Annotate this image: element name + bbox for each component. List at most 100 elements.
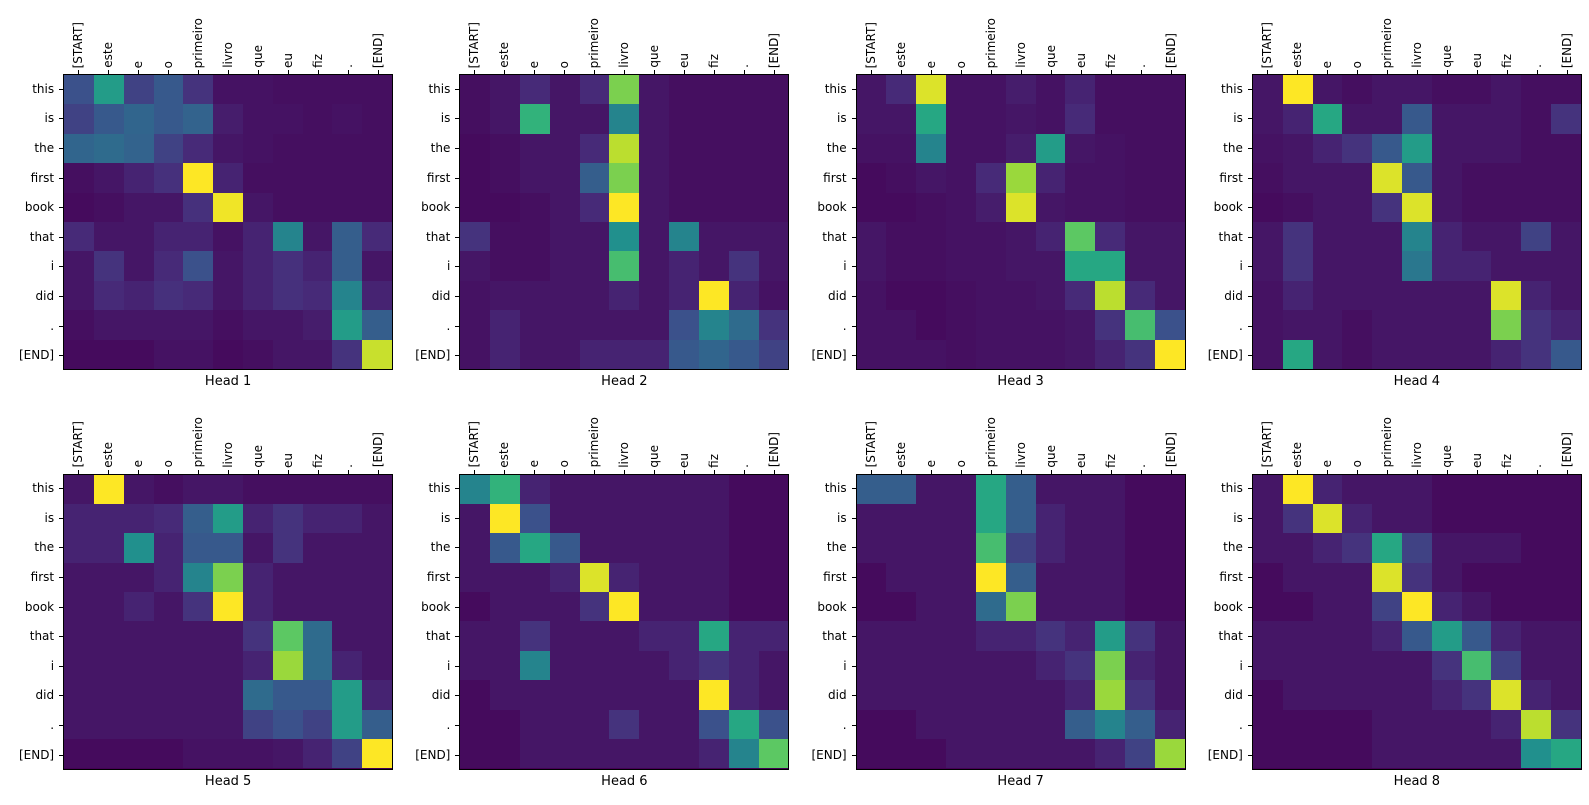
heatmap-cell xyxy=(1282,592,1313,622)
heatmap-cell xyxy=(1342,163,1373,193)
y-tick-label: the xyxy=(7,133,64,163)
y-axis-left: this is the first book that i did. [END] xyxy=(403,74,460,370)
heatmap-cell xyxy=(1342,562,1373,593)
heatmap-cell xyxy=(1252,339,1283,369)
x-tick-label: este xyxy=(893,42,908,68)
heatmap-cell xyxy=(520,339,550,369)
heatmap-cell xyxy=(639,474,670,504)
x-tick: este xyxy=(886,408,916,474)
heatmap-cell xyxy=(460,650,491,681)
heatmap-cell xyxy=(490,133,520,164)
heatmap-cell xyxy=(1095,221,1125,252)
heatmap-cell xyxy=(758,474,789,504)
heatmap-cell xyxy=(1065,621,1096,651)
heatmap-cell xyxy=(579,474,610,504)
heatmap-cell xyxy=(362,221,393,252)
heatmap-cell xyxy=(123,533,154,563)
heatmap-cell xyxy=(639,339,670,369)
heatmap-cell xyxy=(639,310,670,340)
heatmap-cell xyxy=(579,310,610,340)
heatmap-cell xyxy=(1431,280,1462,311)
heatmap-cell xyxy=(639,650,670,681)
plot-blank xyxy=(7,770,63,792)
heatmap-cell xyxy=(1154,739,1185,769)
x-tick-label: eu xyxy=(1469,53,1484,68)
heatmap-cell xyxy=(1154,503,1185,534)
y-tick-label: i xyxy=(403,651,460,681)
heatmap-cell xyxy=(549,680,580,710)
heatmap-cell xyxy=(1035,533,1066,563)
heatmap-cell xyxy=(272,739,303,769)
y-tick-label: [END] xyxy=(7,340,64,370)
x-tick: [START] xyxy=(856,408,886,474)
heatmap-cell xyxy=(579,104,610,134)
heatmap-cell xyxy=(886,709,917,740)
subplot-title: Head 3 xyxy=(997,374,1044,389)
heatmap-cell xyxy=(946,339,976,369)
heatmap-cell xyxy=(1461,192,1492,222)
heatmap-cell xyxy=(490,251,520,281)
heatmap-cell xyxy=(1154,310,1185,340)
y-tick-label: this xyxy=(1196,74,1252,104)
heatmap-cell xyxy=(1312,562,1343,593)
heatmap-cell xyxy=(1521,251,1552,281)
x-tick-label: [START] xyxy=(1259,21,1274,68)
heatmap-cell xyxy=(1154,592,1185,622)
heatmap-cell xyxy=(460,251,491,281)
heatmap-cell xyxy=(1372,133,1402,164)
heatmap-cell xyxy=(123,310,154,340)
heatmap-cell xyxy=(153,104,184,134)
heatmap-cell xyxy=(1491,339,1522,369)
y-tick-label: [END] xyxy=(1196,340,1252,370)
heatmap-cell xyxy=(93,650,124,681)
heatmap-cell xyxy=(272,133,303,164)
plot-corner xyxy=(1196,408,1252,474)
heatmap-cell xyxy=(975,474,1006,504)
heatmap-cell xyxy=(1401,339,1432,369)
heatmap-cell xyxy=(669,533,699,563)
heatmap-cell xyxy=(1005,310,1036,340)
heatmap-cell xyxy=(302,221,333,252)
heatmap-cell xyxy=(1461,650,1492,681)
heatmap-cell xyxy=(272,533,303,563)
subplot-head-7: [START] este e o primeiro livro que eu fiz. [END]… xyxy=(800,408,1186,802)
heatmap-cell xyxy=(1035,562,1066,593)
heatmap-cell xyxy=(362,709,393,740)
heatmap-cell xyxy=(1312,339,1343,369)
y-tick-label: first xyxy=(1196,163,1252,193)
heatmap-cell xyxy=(332,474,363,504)
heatmap-cell xyxy=(1124,621,1155,651)
heatmap-cell xyxy=(549,280,580,311)
heatmap-cell xyxy=(856,680,887,710)
heatmap-cell xyxy=(975,562,1006,593)
heatmap-cell xyxy=(1342,739,1373,769)
heatmap-cell xyxy=(698,192,729,222)
heatmap-cell xyxy=(1491,474,1522,504)
heatmap-cell xyxy=(460,221,491,252)
x-tick-label: o xyxy=(953,460,968,468)
x-tick-label: livro xyxy=(1013,42,1028,68)
heatmap-cell xyxy=(1461,221,1492,252)
heatmap-cell xyxy=(698,133,729,164)
heatmap-cell xyxy=(549,592,580,622)
heatmap-cell xyxy=(332,75,363,105)
heatmap-cell xyxy=(1252,310,1283,340)
heatmap-cell xyxy=(728,280,759,311)
heatmap-cell xyxy=(946,133,976,164)
heatmap-cell xyxy=(272,592,303,622)
heatmap-cell xyxy=(549,339,580,369)
heatmap-cell xyxy=(1491,133,1522,164)
heatmap-cell xyxy=(1095,709,1125,740)
heatmap-cell xyxy=(609,310,640,340)
heatmap-cell xyxy=(1124,562,1155,593)
heatmap-cell xyxy=(64,310,94,340)
x-tick-label: . xyxy=(1529,64,1544,68)
heatmap-cell xyxy=(609,621,640,651)
x-tick-label: este xyxy=(497,42,512,68)
heatmap-cell xyxy=(1401,221,1432,252)
heatmap-cell xyxy=(728,221,759,252)
heatmap-cell xyxy=(856,533,887,563)
heatmap-cell xyxy=(213,104,244,134)
x-tick-label: este xyxy=(1289,441,1304,468)
heatmap-cell xyxy=(1342,221,1373,252)
